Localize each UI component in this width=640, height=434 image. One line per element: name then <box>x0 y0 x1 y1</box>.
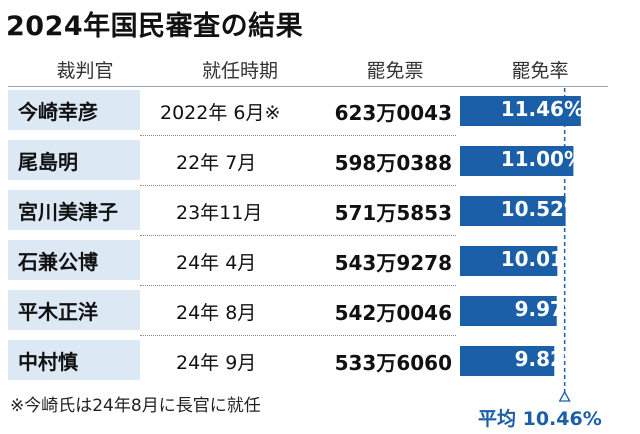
judge-name: 石兼公博 <box>8 240 140 280</box>
rate-bar <box>460 296 557 326</box>
dismissal-votes: 571万5853 <box>334 201 452 225</box>
header-votes: 罷免票 <box>366 60 424 82</box>
rate-bar <box>460 346 555 376</box>
dismissal-votes: 623万0043 <box>334 101 452 125</box>
row-divider <box>140 285 456 286</box>
judge-name: 中村慎 <box>8 340 140 380</box>
row-divider <box>140 235 456 236</box>
dismissal-votes: 543万9278 <box>334 251 452 275</box>
dismissal-votes: 533万6060 <box>334 351 452 375</box>
judge-name: 尾島明 <box>8 140 140 180</box>
rate-bar <box>460 96 581 126</box>
average-label: 平均 10.46% <box>478 408 602 430</box>
average-marker-icon <box>558 390 571 402</box>
chart-title: 2024年国民審査の結果 <box>6 11 304 42</box>
bar-value-label: 9.82% <box>514 347 584 371</box>
row-divider <box>140 335 456 336</box>
judge-name: 宮川美津子 <box>8 190 140 230</box>
rate-bar <box>460 246 558 276</box>
appointed-date: 24年 9月 <box>176 352 257 374</box>
appointed-date: 22年 7月 <box>176 152 257 174</box>
appointed-date: 24年 4月 <box>176 252 257 274</box>
judge-name: 平木正洋 <box>8 290 140 330</box>
rate-bar <box>460 146 574 176</box>
header-judge: 裁判官 <box>56 60 114 82</box>
bar-value-label: 10.01% <box>500 247 584 271</box>
dismissal-votes: 542万0046 <box>334 301 452 325</box>
bar-value-label: 9.97% <box>514 297 584 321</box>
judge-name: 今崎幸彦 <box>8 90 140 130</box>
appointed-date: 24年 8月 <box>176 302 257 324</box>
header-underline <box>8 86 608 87</box>
header-appointed: 就任時期 <box>201 60 278 82</box>
bar-value-label: 11.00% <box>500 147 584 171</box>
bar-value-label: 10.52% <box>500 197 584 221</box>
appointed-date: 23年11月 <box>176 202 263 224</box>
row-divider <box>140 185 456 186</box>
bar-value-label: 11.46% <box>500 97 584 121</box>
rate-bar <box>460 196 566 226</box>
header-rate: 罷免率 <box>511 60 569 82</box>
appointed-date: 2022年 6月※ <box>160 102 281 124</box>
footnote: ※今崎氏は24年8月に長官に就任 <box>10 396 261 416</box>
dismissal-votes: 598万0388 <box>334 151 452 175</box>
row-divider <box>140 135 456 136</box>
